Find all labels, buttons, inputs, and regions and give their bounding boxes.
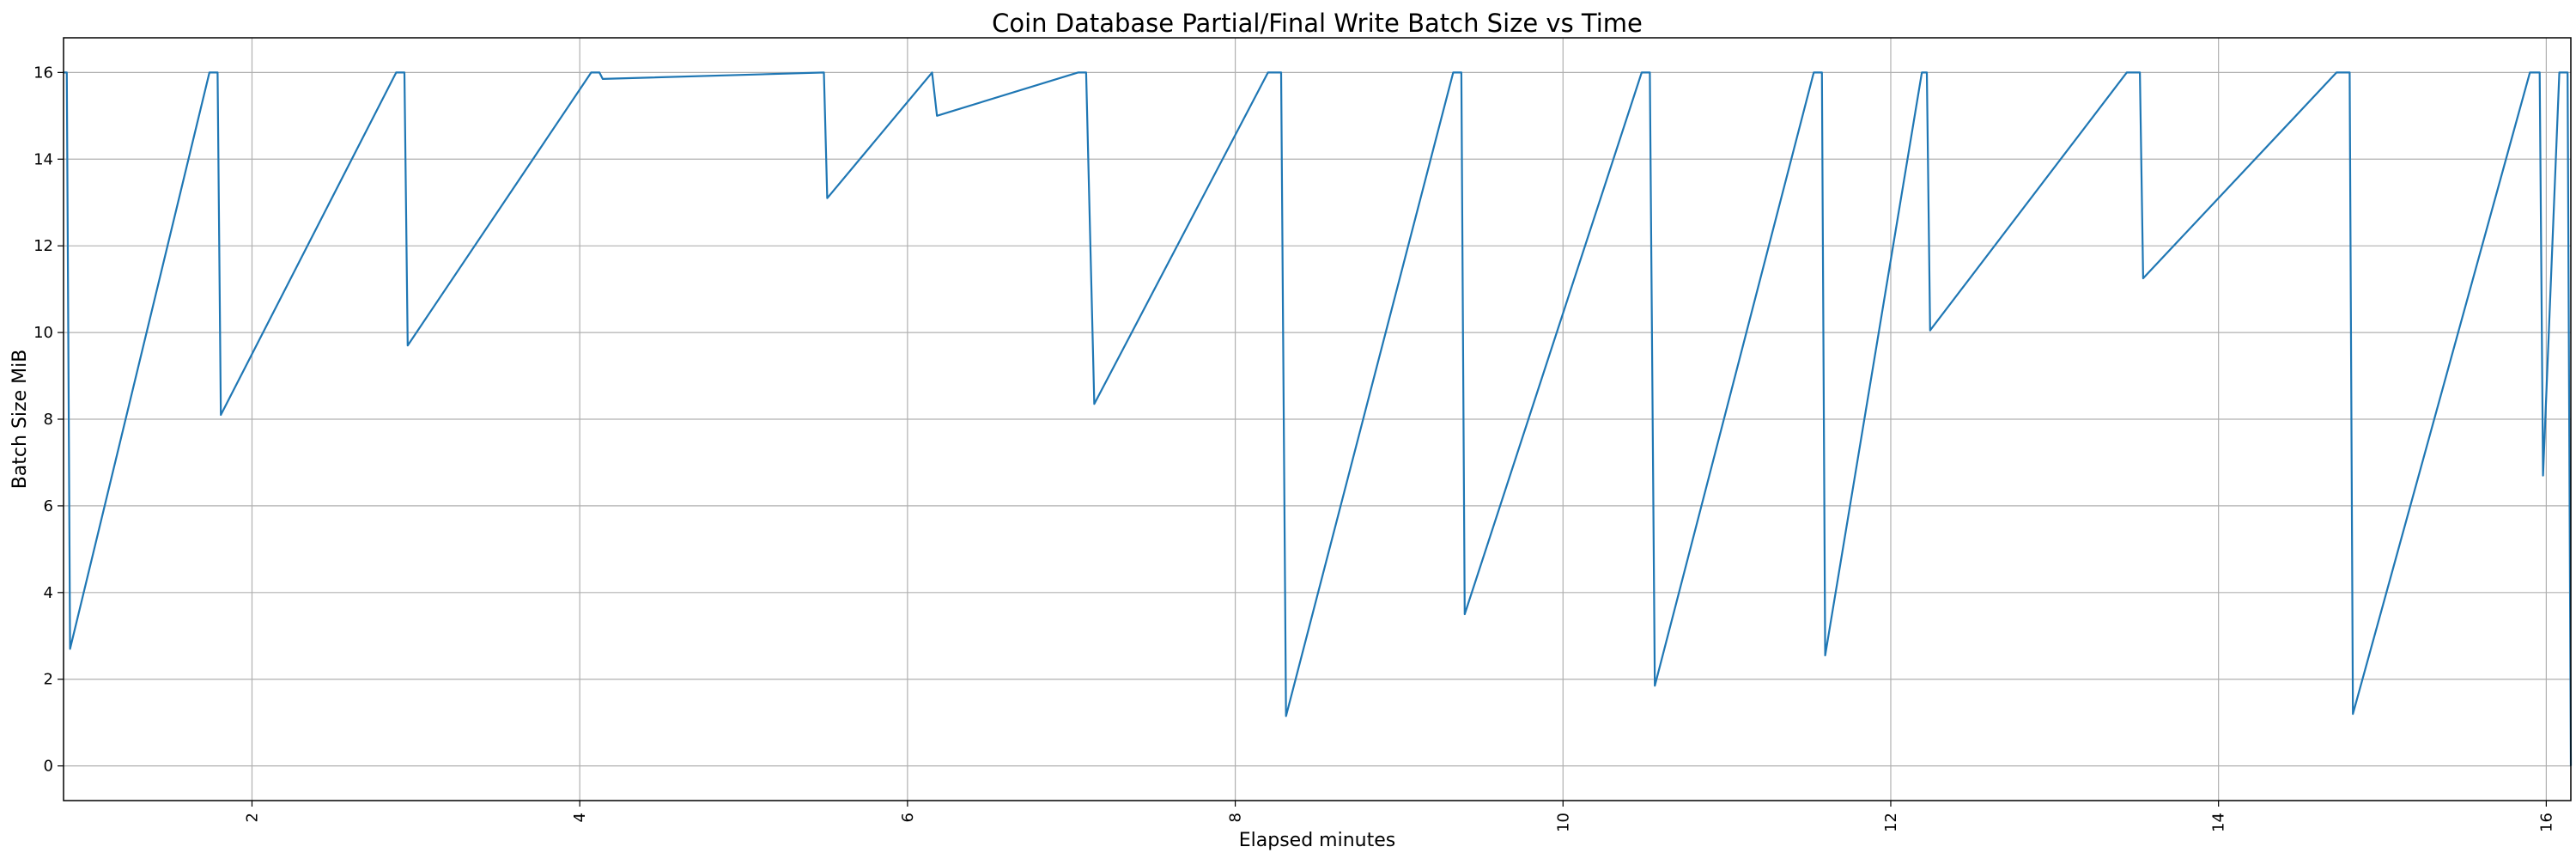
y-tick-label: 12	[33, 237, 53, 255]
y-tick-label: 16	[33, 64, 53, 82]
x-axis-label: Elapsed minutes	[1239, 830, 1395, 851]
y-tick-label: 2	[44, 671, 53, 689]
ticks: 2 4 6 8 10 12 14 16 0 2 4 6 8 10 12 14 16	[33, 64, 2555, 832]
y-tick-label: 6	[44, 497, 53, 515]
plot-frame	[63, 37, 2572, 801]
x-tick-label: 14	[2210, 813, 2228, 832]
y-tick-label: 10	[33, 324, 53, 342]
x-tick-label: 2	[243, 813, 261, 822]
grid	[64, 38, 2571, 801]
y-tick-label: 14	[33, 150, 53, 168]
y-axis-label: Batch Size MiB	[9, 350, 31, 490]
x-tick-label: 6	[899, 813, 917, 822]
chart-title: Coin Database Partial/Final Write Batch …	[992, 9, 1643, 38]
y-tick-label: 0	[44, 758, 53, 776]
x-tick-label: 10	[1554, 813, 1572, 832]
x-tick-label: 16	[2537, 813, 2555, 832]
series-layer	[64, 71, 2573, 766]
x-tick-label: 12	[1882, 813, 1900, 832]
y-tick-label: 8	[44, 411, 53, 429]
y-tick-label: 4	[44, 584, 53, 602]
batch-size-series-line	[64, 71, 2573, 766]
x-tick-label: 4	[571, 813, 589, 822]
x-tick-label: 8	[1227, 813, 1245, 822]
